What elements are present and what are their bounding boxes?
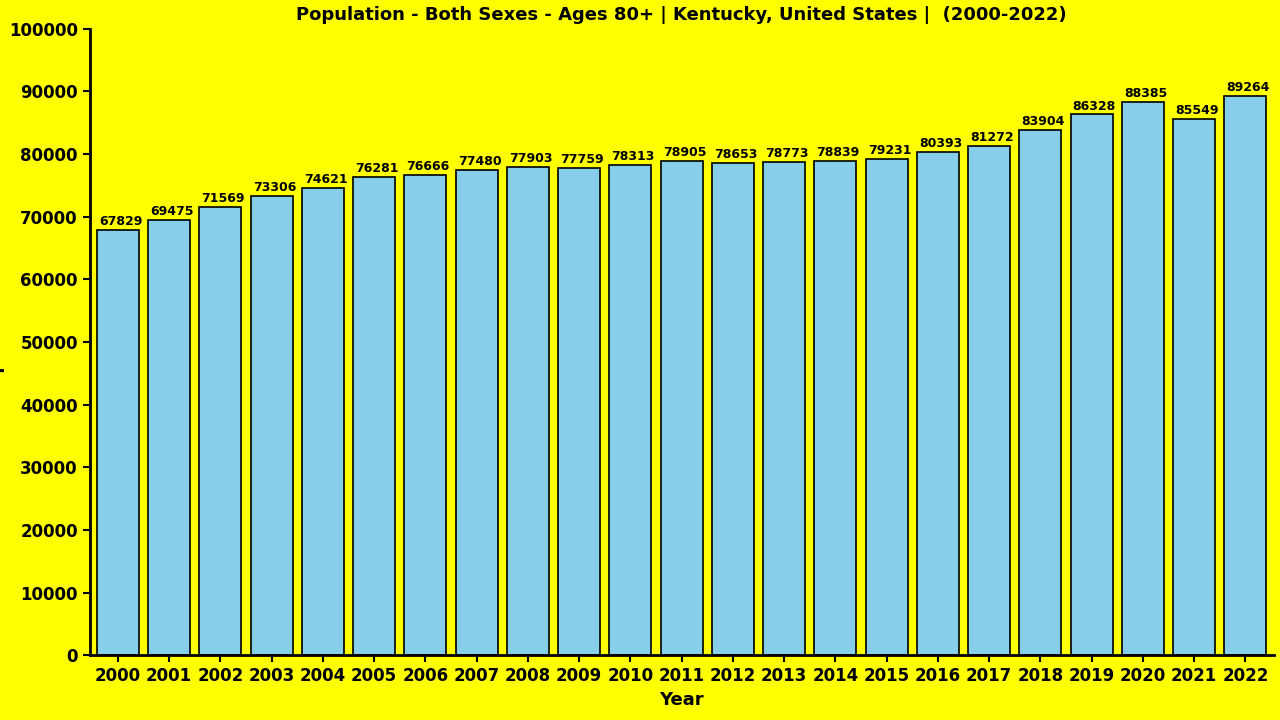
Text: 77759: 77759 — [561, 153, 604, 166]
Text: 81272: 81272 — [970, 131, 1014, 144]
X-axis label: Year: Year — [659, 690, 704, 708]
Bar — [507, 167, 549, 655]
Text: 77480: 77480 — [458, 155, 502, 168]
Text: 77903: 77903 — [509, 153, 553, 166]
Bar — [712, 163, 754, 655]
Bar — [97, 230, 138, 655]
Bar — [968, 146, 1010, 655]
Text: 78653: 78653 — [714, 148, 758, 161]
Bar — [456, 170, 498, 655]
Bar — [353, 177, 396, 655]
Text: 76666: 76666 — [407, 160, 449, 173]
Bar — [1121, 102, 1164, 655]
Text: 69475: 69475 — [150, 205, 193, 218]
Bar — [404, 175, 447, 655]
Text: 79231: 79231 — [868, 144, 911, 157]
Bar — [1174, 120, 1215, 655]
Bar — [660, 161, 703, 655]
Text: 78313: 78313 — [612, 150, 655, 163]
Text: 88385: 88385 — [1124, 86, 1167, 99]
Bar — [916, 152, 959, 655]
Y-axis label: Population: Population — [0, 287, 4, 397]
Bar — [302, 188, 344, 655]
Text: 86328: 86328 — [1073, 99, 1116, 112]
Text: 89264: 89264 — [1226, 81, 1270, 94]
Text: 78773: 78773 — [765, 147, 809, 160]
Bar — [865, 159, 908, 655]
Bar — [558, 168, 600, 655]
Bar — [1019, 130, 1061, 655]
Bar — [763, 162, 805, 655]
Text: 85549: 85549 — [1175, 104, 1219, 117]
Bar — [148, 220, 189, 655]
Text: 74621: 74621 — [303, 173, 348, 186]
Bar — [251, 196, 293, 655]
Bar — [1070, 114, 1112, 655]
Text: 73306: 73306 — [252, 181, 296, 194]
Text: 76281: 76281 — [355, 163, 398, 176]
Bar — [609, 165, 652, 655]
Text: 78839: 78839 — [817, 146, 860, 159]
Text: 78905: 78905 — [663, 146, 707, 159]
Title: Population - Both Sexes - Ages 80+ | Kentucky, United States |  (2000-2022): Population - Both Sexes - Ages 80+ | Ken… — [296, 6, 1068, 24]
Bar — [200, 207, 242, 655]
Text: 80393: 80393 — [919, 137, 963, 150]
Bar — [814, 161, 856, 655]
Text: 67829: 67829 — [99, 215, 142, 228]
Text: 71569: 71569 — [201, 192, 244, 205]
Bar — [1225, 96, 1266, 655]
Text: 83904: 83904 — [1021, 114, 1065, 127]
